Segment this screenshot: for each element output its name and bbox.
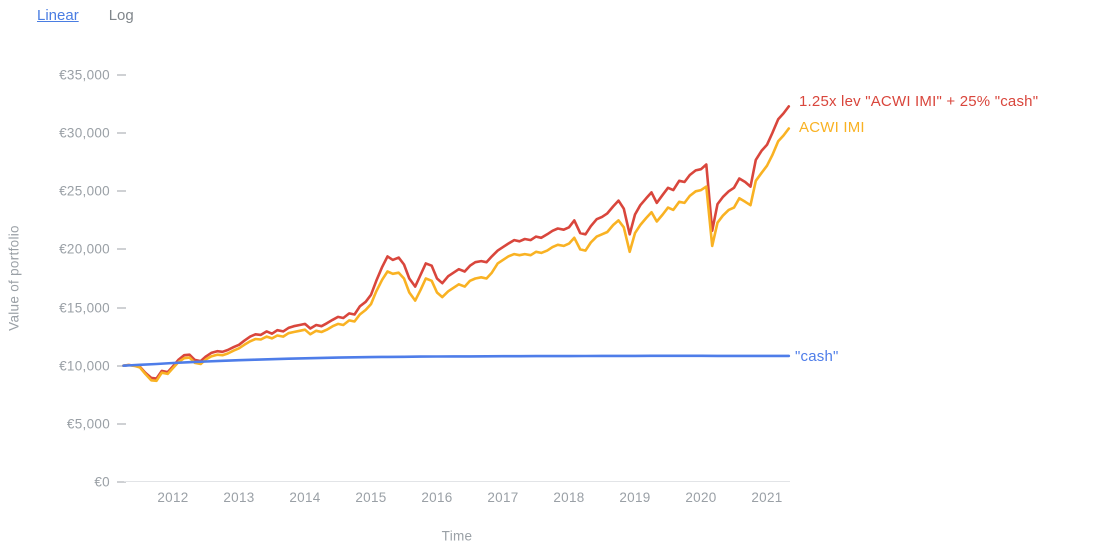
- y-tick-label: €10,000: [59, 358, 110, 374]
- x-tick-label: 2020: [685, 490, 717, 505]
- y-tick-mark: [117, 306, 126, 309]
- x-tick-label: 2017: [487, 490, 519, 505]
- x-axis-title: Time: [441, 528, 473, 544]
- y-tick-label: €0: [94, 474, 110, 490]
- y-tick-mark: [117, 248, 126, 251]
- y-tick-mark: [117, 481, 126, 483]
- y-tick-label: €30,000: [59, 125, 110, 141]
- y-tick-mark: [117, 422, 126, 425]
- y-tick-label: €15,000: [59, 300, 110, 316]
- y-tick-mark: [117, 132, 126, 135]
- x-tick-label: 2021: [751, 490, 783, 505]
- x-tick-label: 2012: [157, 490, 189, 505]
- y-tick-label: €25,000: [59, 183, 110, 199]
- x-tick-label: 2019: [619, 490, 651, 505]
- series-line-acwi: [122, 127, 791, 383]
- series-line-cash: [122, 354, 791, 368]
- x-tick-label: 2018: [553, 490, 585, 505]
- series-label-cash: "cash": [795, 348, 839, 365]
- x-axis-line: [124, 481, 790, 482]
- log-scale-link[interactable]: Log: [108, 7, 134, 24]
- x-tick-label: 2013: [223, 490, 255, 505]
- x-tick-label: 2014: [289, 490, 321, 505]
- y-tick-label: €5,000: [66, 416, 110, 432]
- y-tick-mark: [117, 74, 126, 76]
- y-tick-label: €35,000: [59, 67, 110, 83]
- y-tick-mark: [117, 364, 126, 367]
- series-label-leveraged: 1.25x lev "ACWI IMI" + 25% "cash": [799, 93, 1039, 110]
- linear-scale-link[interactable]: Linear: [37, 7, 79, 24]
- x-tick-label: 2015: [355, 490, 387, 505]
- scale-toggle: Linear Log: [37, 7, 134, 24]
- series-line-leveraged: [122, 105, 791, 380]
- series-label-acwi-imi: ACWI IMI: [799, 119, 865, 136]
- x-tick-label: 2016: [421, 490, 453, 505]
- y-tick-label: €20,000: [59, 241, 110, 257]
- y-tick-mark: [117, 190, 126, 193]
